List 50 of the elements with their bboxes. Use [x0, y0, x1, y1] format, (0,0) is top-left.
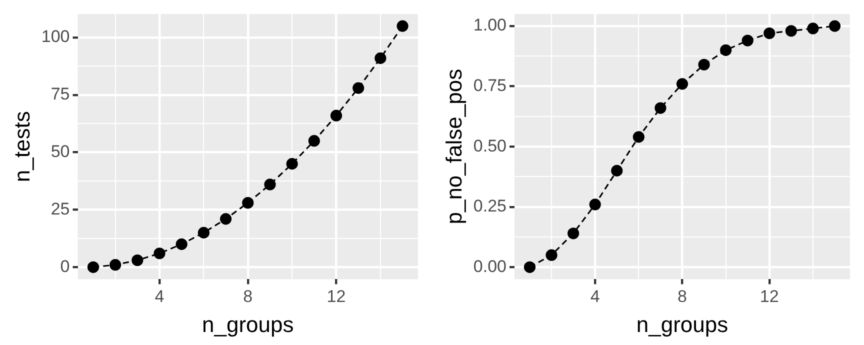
- point: [396, 20, 408, 32]
- x-tick-label: 8: [678, 287, 687, 306]
- point: [785, 25, 797, 37]
- point: [720, 44, 732, 56]
- x-tick-label: 12: [326, 287, 346, 306]
- y-tick-label: 0: [60, 256, 70, 276]
- point: [198, 226, 210, 239]
- point: [264, 178, 276, 190]
- y-axis-title: n_tests: [9, 111, 34, 182]
- point: [764, 27, 776, 40]
- point: [828, 20, 841, 32]
- point: [154, 248, 166, 260]
- point: [676, 78, 688, 90]
- y-tick-label: 0.75: [473, 76, 506, 96]
- point: [546, 249, 558, 261]
- y-tick-label: 1.00: [473, 16, 506, 35]
- point: [87, 261, 100, 273]
- y-tick-label: 0.00: [473, 256, 506, 276]
- y-tick-label: 25: [50, 199, 70, 218]
- point: [374, 52, 386, 64]
- y-tick-label: 50: [50, 142, 70, 162]
- point: [176, 238, 188, 250]
- point: [352, 82, 364, 94]
- point: [807, 22, 819, 34]
- x-tick-label: 4: [590, 287, 600, 306]
- y-tick-label: 0.50: [473, 136, 506, 156]
- x-tick-label: 8: [243, 287, 253, 306]
- point: [742, 34, 754, 46]
- point: [611, 164, 623, 177]
- x-axis-title: n_groups: [202, 312, 294, 337]
- y-axis-title: p_no_false_pos: [441, 68, 466, 224]
- point: [286, 158, 298, 170]
- point: [132, 254, 144, 266]
- point: [308, 135, 320, 147]
- point: [242, 197, 254, 209]
- y-tick-label: 100: [41, 27, 70, 46]
- point: [524, 261, 536, 273]
- point: [110, 259, 122, 271]
- y-tick-label: 0.25: [473, 196, 506, 216]
- y-tick-label: 75: [50, 84, 70, 104]
- point: [330, 110, 342, 122]
- point: [568, 228, 580, 240]
- x-tick-label: 4: [154, 287, 164, 306]
- point: [654, 102, 666, 114]
- point: [220, 213, 232, 225]
- point: [589, 198, 601, 210]
- x-axis-title: n_groups: [636, 312, 728, 337]
- point: [698, 58, 710, 70]
- point: [632, 131, 644, 143]
- x-tick-label: 12: [760, 287, 779, 306]
